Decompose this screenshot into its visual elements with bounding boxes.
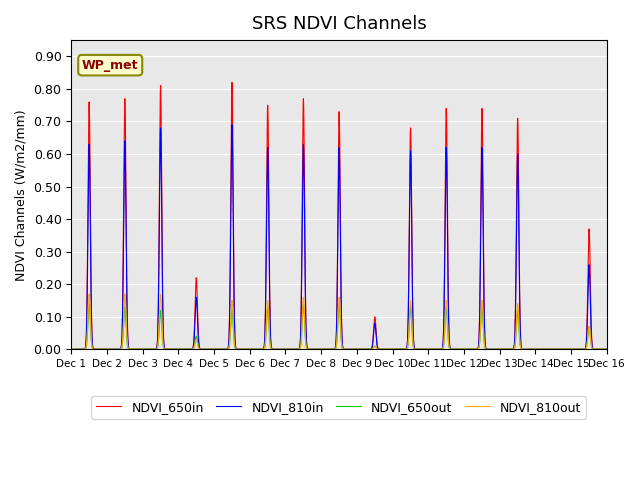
NDVI_650out	[571, 347, 579, 352]
NDVI_650out	[366, 347, 374, 352]
Line: NDVI_650out: NDVI_650out	[71, 304, 607, 349]
NDVI_810out	[217, 347, 225, 352]
NDVI_650out	[355, 347, 362, 352]
NDVI_650in	[366, 347, 374, 352]
Legend: NDVI_650in, NDVI_810in, NDVI_650out, NDVI_810out: NDVI_650in, NDVI_810in, NDVI_650out, NDV…	[92, 396, 586, 419]
NDVI_810out	[67, 347, 75, 352]
NDVI_650in	[495, 347, 502, 352]
NDVI_810in	[571, 347, 579, 352]
NDVI_650in	[217, 347, 225, 352]
NDVI_810in	[366, 347, 374, 352]
Line: NDVI_650in: NDVI_650in	[71, 83, 607, 349]
NDVI_810out	[603, 347, 611, 352]
NDVI_810out	[556, 347, 563, 352]
NDVI_810out	[366, 347, 374, 352]
Line: NDVI_810out: NDVI_810out	[71, 294, 607, 349]
Line: NDVI_810in: NDVI_810in	[71, 125, 607, 349]
Y-axis label: NDVI Channels (W/m2/mm): NDVI Channels (W/m2/mm)	[15, 109, 28, 280]
NDVI_810out	[355, 347, 362, 352]
Text: WP_met: WP_met	[82, 59, 138, 72]
NDVI_650out	[67, 347, 75, 352]
NDVI_650out	[495, 347, 502, 352]
NDVI_810in	[228, 122, 236, 128]
NDVI_650out	[556, 347, 563, 352]
NDVI_650out	[217, 347, 225, 352]
NDVI_810in	[217, 347, 225, 352]
NDVI_650in	[67, 347, 75, 352]
NDVI_650out	[85, 301, 93, 307]
NDVI_650in	[556, 347, 563, 352]
NDVI_810in	[495, 347, 502, 352]
NDVI_650in	[603, 347, 611, 352]
NDVI_650in	[571, 347, 579, 352]
NDVI_810out	[571, 347, 579, 352]
NDVI_810in	[603, 347, 611, 352]
NDVI_810out	[495, 347, 502, 352]
NDVI_810in	[556, 347, 563, 352]
Title: SRS NDVI Channels: SRS NDVI Channels	[252, 15, 426, 33]
NDVI_650out	[603, 347, 611, 352]
NDVI_810in	[67, 347, 75, 352]
NDVI_650in	[228, 80, 236, 85]
NDVI_810in	[355, 347, 362, 352]
NDVI_650in	[355, 347, 362, 352]
NDVI_810out	[85, 291, 93, 297]
